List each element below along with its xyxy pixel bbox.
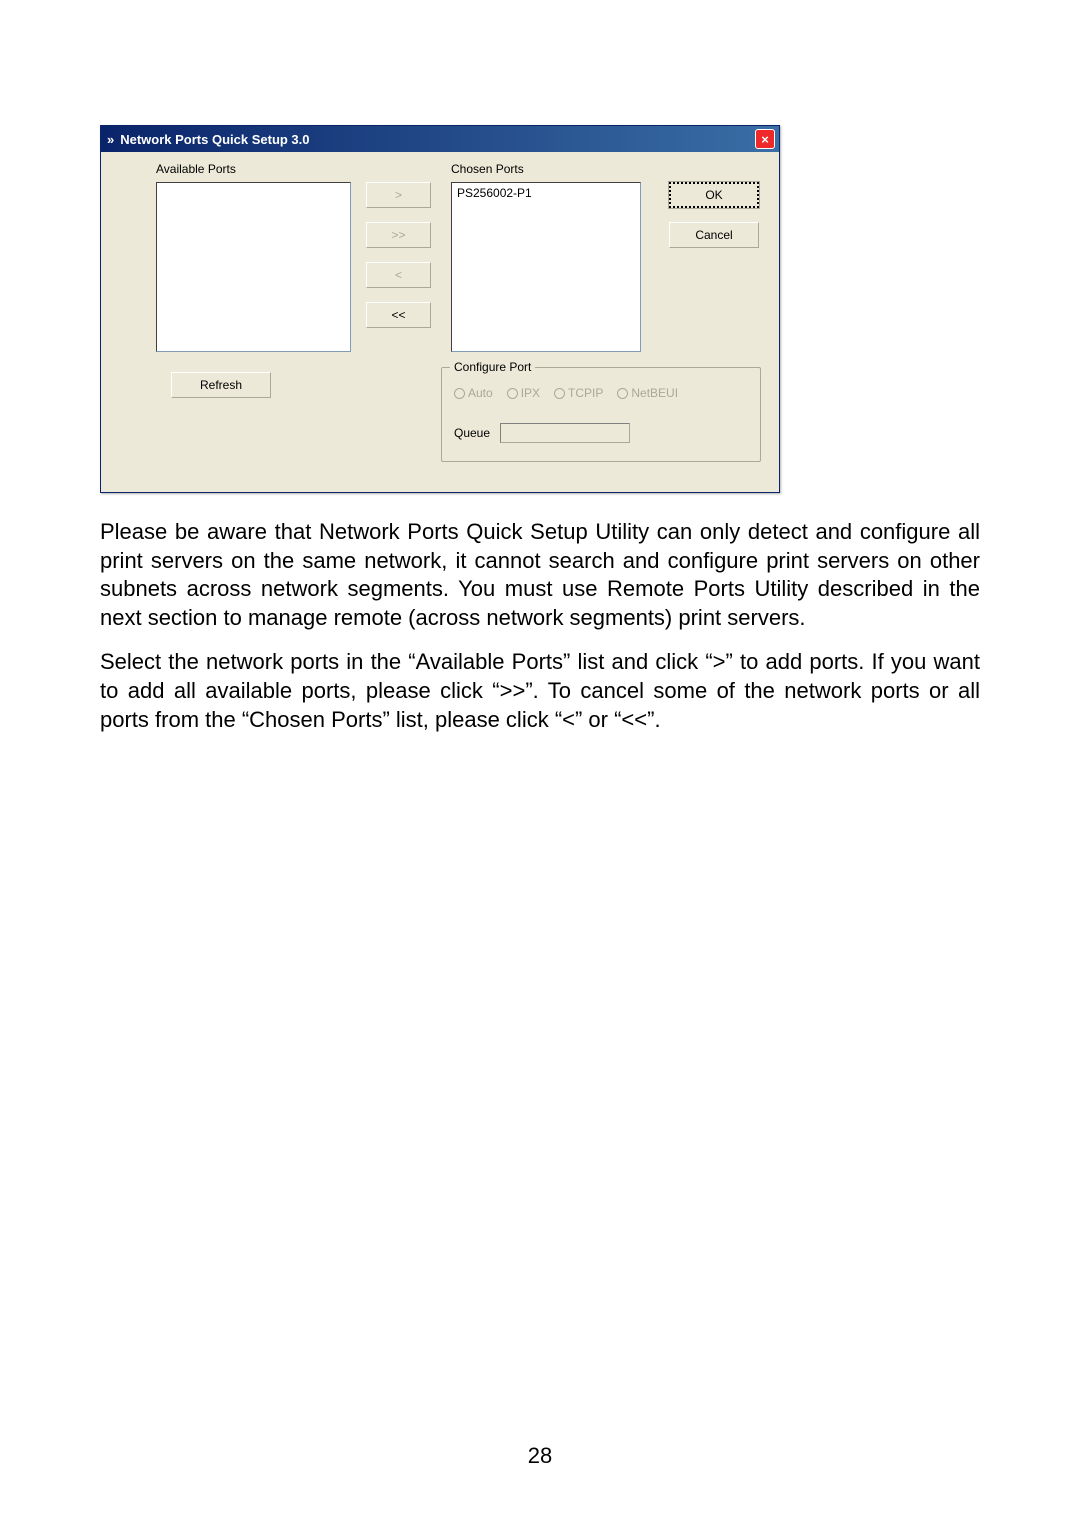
add-all-button[interactable]: >>	[366, 222, 431, 248]
queue-label: Queue	[454, 426, 490, 440]
body-text: Please be aware that Network Ports Quick…	[100, 518, 980, 734]
radio-icon	[617, 388, 628, 399]
radio-icon	[554, 388, 565, 399]
close-button[interactable]: ×	[755, 129, 775, 149]
paragraph: Please be aware that Network Ports Quick…	[100, 518, 980, 632]
list-item[interactable]: PS256002-P1	[454, 185, 638, 201]
ok-button[interactable]: OK	[669, 182, 759, 208]
page-number: 28	[528, 1443, 552, 1469]
remove-button[interactable]: <	[366, 262, 431, 288]
radio-tcpip[interactable]: TCPIP	[554, 386, 603, 400]
dialog-body: Available Ports Chosen Ports PS256002-P1…	[101, 152, 779, 492]
radio-ipx[interactable]: IPX	[507, 386, 540, 400]
close-icon: ×	[761, 133, 769, 146]
window-title: Network Ports Quick Setup 3.0	[120, 132, 755, 147]
chosen-ports-label: Chosen Ports	[451, 162, 524, 176]
protocol-radio-group: Auto IPX TCPIP NetBEUI	[454, 386, 678, 400]
queue-input[interactable]	[500, 423, 630, 443]
radio-auto[interactable]: Auto	[454, 386, 493, 400]
configure-port-group: Configure Port Auto IPX TCPIP NetBEUI Qu…	[441, 367, 761, 462]
add-button[interactable]: >	[366, 182, 431, 208]
refresh-button[interactable]: Refresh	[171, 372, 271, 398]
radio-netbeui[interactable]: NetBEUI	[617, 386, 678, 400]
remove-all-button[interactable]: <<	[366, 302, 431, 328]
dialog-window: » Network Ports Quick Setup 3.0 × Availa…	[100, 125, 780, 493]
radio-icon	[507, 388, 518, 399]
paragraph: Select the network ports in the “Availab…	[100, 648, 980, 734]
available-ports-listbox[interactable]	[156, 182, 351, 352]
configure-port-legend: Configure Port	[450, 360, 535, 374]
cancel-button[interactable]: Cancel	[669, 222, 759, 248]
chosen-ports-listbox[interactable]: PS256002-P1	[451, 182, 641, 352]
move-button-group: > >> < <<	[366, 182, 431, 342]
titlebar: » Network Ports Quick Setup 3.0 ×	[101, 126, 779, 152]
radio-icon	[454, 388, 465, 399]
chevrons-icon: »	[107, 132, 114, 147]
available-ports-label: Available Ports	[156, 162, 236, 176]
